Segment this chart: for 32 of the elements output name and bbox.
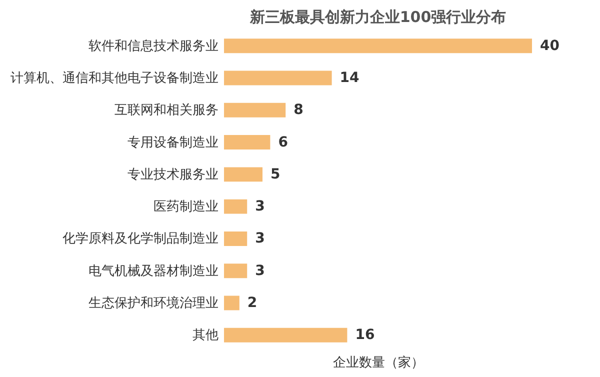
- data-label: 8: [294, 102, 304, 118]
- y-tick-label: 互联网和相关服务: [114, 103, 218, 118]
- bar: [224, 328, 348, 342]
- y-tick-label: 电气机械及器材制造业: [88, 264, 218, 279]
- chart-title: 新三板最具创新力企业100强行业分布: [248, 8, 506, 26]
- bar: [224, 296, 240, 310]
- bar: [224, 264, 248, 278]
- data-label: 40: [540, 38, 560, 54]
- data-label: 3: [255, 230, 265, 247]
- bar: [224, 231, 248, 246]
- data-label: 5: [270, 166, 280, 182]
- bar: [224, 70, 332, 86]
- y-tick-label: 计算机、通信和其他电子设备制造业: [10, 71, 218, 86]
- y-tick-label: 软件和信息技术服务业: [88, 38, 218, 54]
- data-label: 2: [247, 294, 258, 311]
- data-label: 3: [255, 198, 265, 215]
- bar: [224, 38, 532, 54]
- bar: [224, 167, 262, 182]
- data-label: 3: [255, 262, 265, 279]
- y-tick-label: 化学原料及化学制品制造业: [62, 232, 218, 247]
- data-label: 6: [278, 134, 288, 150]
- y-tick-label: 医药制造业: [154, 200, 218, 215]
- data-label: 16: [355, 327, 375, 344]
- y-tick-label: 其他: [192, 328, 218, 344]
- x-axis-title: 企业数量（家）: [333, 354, 424, 370]
- y-tick-label: 专用设备制造业: [128, 135, 218, 150]
- bar: [224, 102, 286, 118]
- data-label: 14: [340, 70, 360, 86]
- bar: [224, 199, 248, 214]
- y-tick-label: 专业技术服务业: [128, 167, 218, 182]
- y-tick-label: 生态保护和环境治理业: [88, 294, 218, 311]
- bar: [224, 135, 270, 150]
